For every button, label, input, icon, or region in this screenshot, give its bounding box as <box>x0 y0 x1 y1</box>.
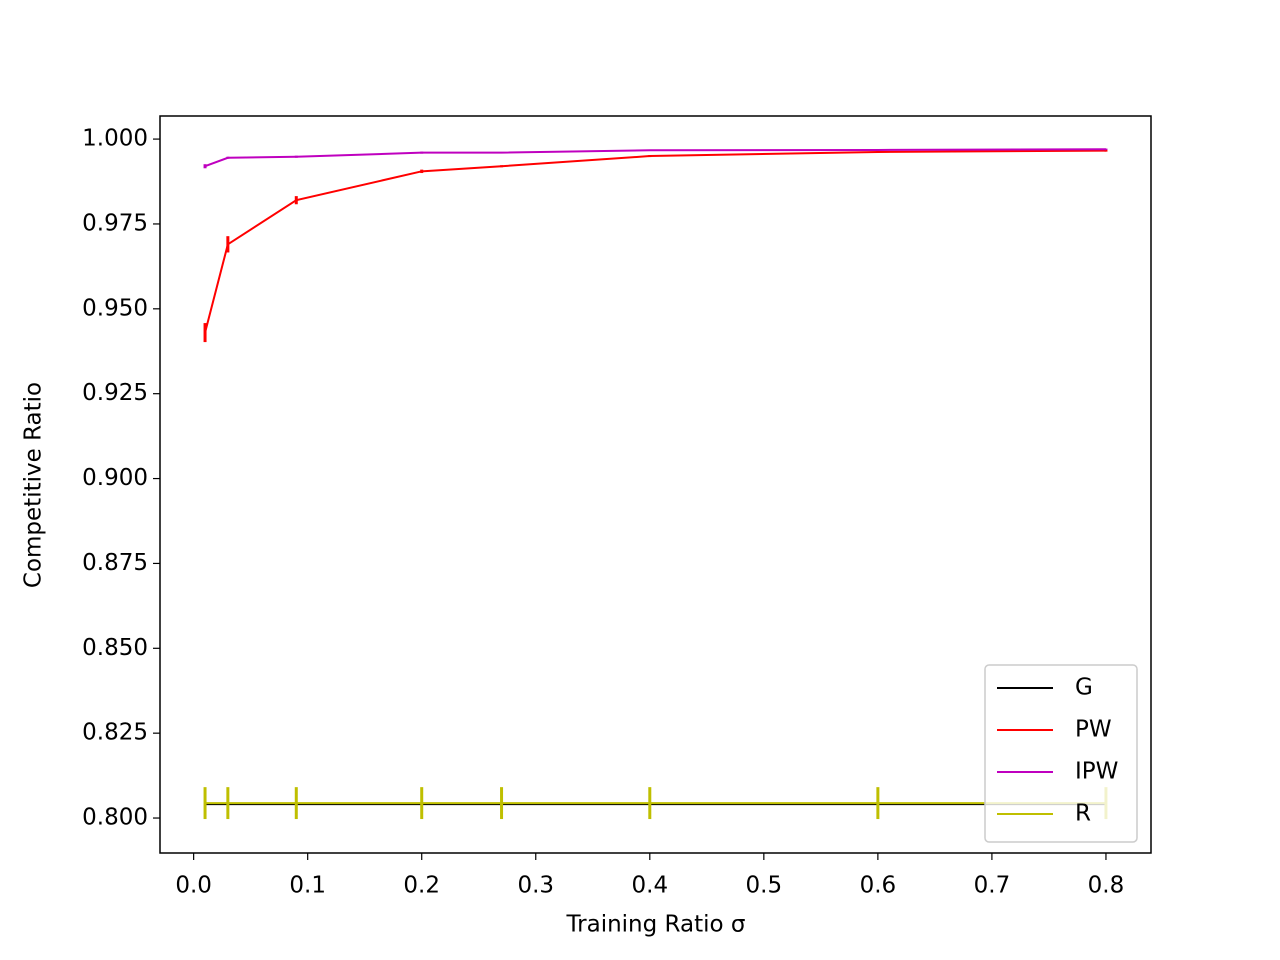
y-tick-label: 0.900 <box>82 465 148 491</box>
y-tick-label: 0.850 <box>82 635 148 661</box>
y-axis-label: Competitive Ratio <box>21 382 47 588</box>
series-line <box>204 149 1106 333</box>
x-tick-label: 0.5 <box>746 873 783 899</box>
legend-label: IPW <box>1075 759 1118 785</box>
x-tick-label: 0.3 <box>517 873 554 899</box>
x-axis-label: Training Ratio σ <box>565 912 745 938</box>
series-line <box>204 148 1106 168</box>
x-tick-label: 0.4 <box>632 873 669 899</box>
legend-label: R <box>1075 801 1091 827</box>
x-tick-label: 0.2 <box>403 873 440 899</box>
legend-label: PW <box>1075 717 1112 743</box>
legend-label: G <box>1075 675 1093 701</box>
y-tick-label: 0.800 <box>82 805 148 831</box>
x-tick-label: 0.1 <box>289 873 326 899</box>
x-tick-label: 0.8 <box>1088 873 1125 899</box>
y-tick-label: 0.875 <box>82 550 148 576</box>
plot-frame <box>159 115 1152 854</box>
x-tick-label: 0.7 <box>974 873 1011 899</box>
legend-box <box>984 664 1138 843</box>
y-tick-label: 1.000 <box>82 126 148 152</box>
x-tick-label: 0.6 <box>860 873 897 899</box>
x-tick-label: 0.0 <box>175 873 212 899</box>
y-tick-label: 0.975 <box>82 210 148 236</box>
y-tick-label: 0.950 <box>82 295 148 321</box>
y-tick-label: 0.925 <box>82 380 148 406</box>
y-tick-label: 0.825 <box>82 720 148 746</box>
